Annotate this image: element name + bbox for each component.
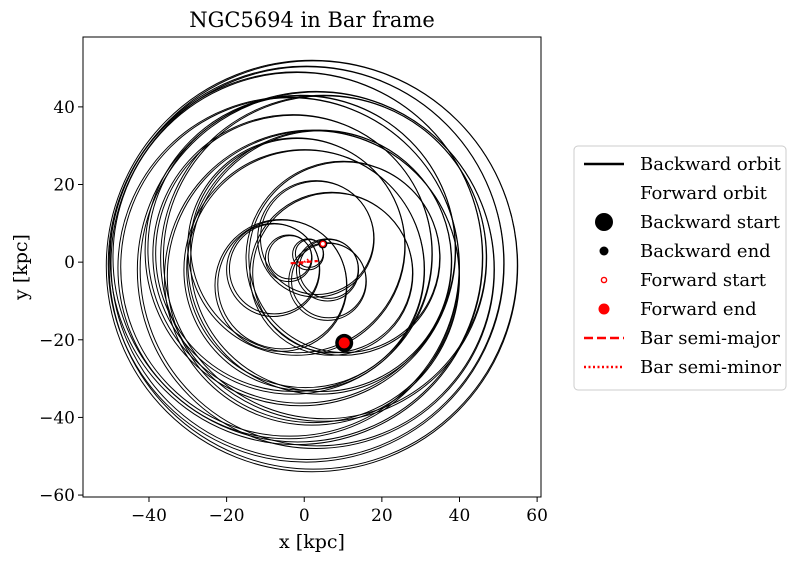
forward-start-marker <box>319 240 327 248</box>
orbit-loop-inner-13 <box>252 192 414 354</box>
x-axis: −40 −20 0 20 40 60 <box>131 497 548 526</box>
y-tick-label: −60 <box>39 486 75 506</box>
legend-box <box>573 145 787 391</box>
orbit-loop-inner-19 <box>267 235 313 280</box>
x-tick-label: 40 <box>449 506 471 526</box>
legend-marker-4 <box>600 276 608 284</box>
bar-semi-minor-line <box>297 257 311 267</box>
orbit-loop-inner-9 <box>190 130 452 393</box>
legend-label-5: Forward end <box>640 299 757 320</box>
forward-end-marker <box>338 337 350 349</box>
legend-marker-3 <box>599 246 609 256</box>
x-tick-label: −20 <box>209 506 245 526</box>
x-tick-label: 60 <box>526 506 548 526</box>
orbit-loop-13 <box>249 191 414 356</box>
legend: Backward orbit Forward orbit Backward star… <box>573 145 787 391</box>
y-tick-label: 40 <box>53 98 75 118</box>
orbit-loop-inner-20 <box>294 238 324 268</box>
chart-title: NGC5694 in Bar frame <box>189 8 435 32</box>
orbit-loop-inner-2 <box>112 72 483 443</box>
orbit-loop-inner-18 <box>298 238 359 299</box>
orbit-loop-inner-16 <box>228 223 320 315</box>
orbit-loop-inner-17 <box>291 242 367 319</box>
bar-layer <box>290 257 318 267</box>
plot-frame <box>82 36 542 498</box>
orbit-layer <box>105 59 519 473</box>
orbit-loop-inner-15 <box>259 180 375 295</box>
marker-layer <box>318 239 354 352</box>
y-tick-label: −20 <box>39 331 75 351</box>
legend-label-2: Backward start <box>640 212 781 233</box>
orbit-loop-inner-7 <box>166 130 460 424</box>
legend-label-7: Bar semi-minor <box>640 357 781 378</box>
y-axis: −60 −40 −20 0 20 40 <box>39 98 83 506</box>
x-tick-label: 20 <box>371 506 393 526</box>
orbit-loop-inner-1 <box>110 66 505 460</box>
legend-marker-5 <box>598 303 610 315</box>
orbit-loop-inner-0 <box>108 60 518 470</box>
bar-semi-major-line <box>290 259 318 265</box>
y-axis-label: y [kpc] <box>10 234 32 301</box>
x-tick-label: −40 <box>131 506 167 526</box>
orbit-loop-inner-14 <box>217 219 348 350</box>
orbit-loop-inner-6 <box>147 95 456 404</box>
orbit-loop-inner-12 <box>248 161 441 354</box>
orbit-loop-inner-10 <box>186 149 425 389</box>
orbit-loop-inner-5 <box>162 95 487 420</box>
y-tick-label: 0 <box>64 253 75 273</box>
orbit-loop-inner-4 <box>120 97 460 437</box>
orbit-loop-inner-11 <box>190 138 406 354</box>
y-tick-label: 20 <box>53 176 75 196</box>
legend-label-1: Forward orbit <box>640 183 768 204</box>
legend-label-4: Forward start <box>640 270 767 291</box>
x-axis-label: x [kpc] <box>279 531 345 553</box>
legend-label-6: Bar semi-major <box>640 328 780 349</box>
legend-marker-2 <box>595 213 613 231</box>
legend-label-3: Backward end <box>640 241 771 262</box>
x-tick-label: 0 <box>299 506 310 526</box>
y-tick-label: −40 <box>39 408 75 428</box>
orbit-loop-inner-3 <box>139 91 495 447</box>
legend-label-0: Backward orbit <box>640 154 782 175</box>
